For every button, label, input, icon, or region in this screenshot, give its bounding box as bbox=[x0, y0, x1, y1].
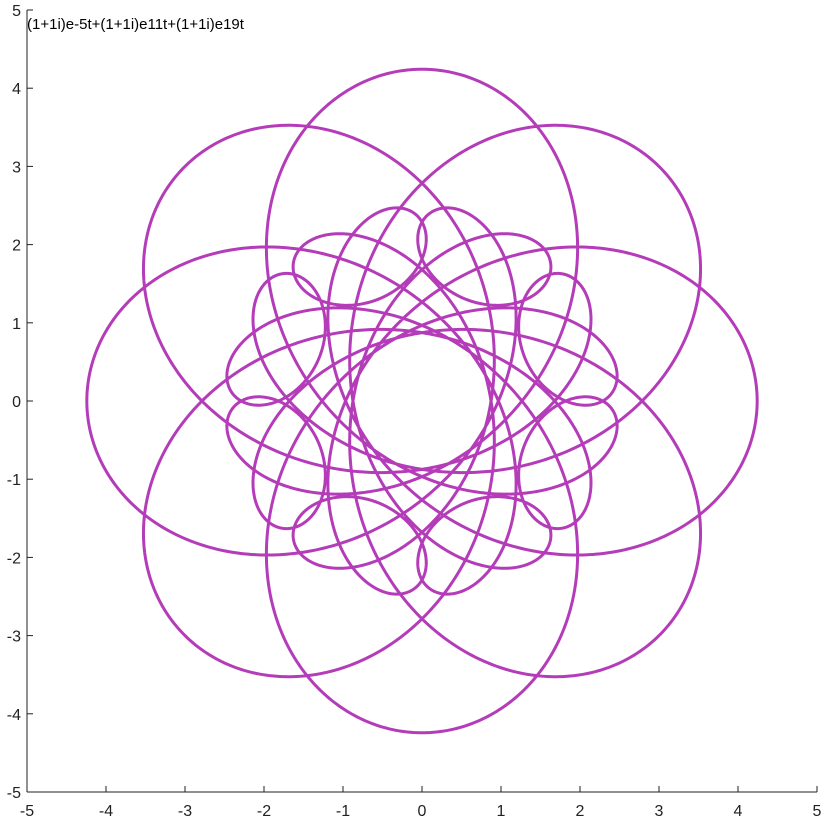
y-tick-label: -4 bbox=[7, 707, 21, 724]
y-tick-label: 5 bbox=[12, 3, 21, 20]
y-tick-label: -5 bbox=[7, 785, 21, 802]
x-tick-label: 5 bbox=[813, 803, 822, 820]
series-line-0 bbox=[85, 67, 759, 735]
x-tick-label: 4 bbox=[734, 803, 743, 820]
y-tick-label: 0 bbox=[12, 394, 21, 411]
chart-title: (1+1i)e-5t+(1+1i)e11t+(1+1i)e19t bbox=[27, 16, 244, 33]
y-tick-label: 4 bbox=[12, 81, 21, 98]
x-tick-label: -1 bbox=[336, 803, 350, 820]
y-tick-label: -2 bbox=[7, 550, 21, 567]
y-tick-label: -3 bbox=[7, 629, 21, 646]
y-tick-label: 3 bbox=[12, 159, 21, 176]
x-tick-label: 0 bbox=[418, 803, 427, 820]
x-tick-label: -2 bbox=[257, 803, 271, 820]
x-tick-label: 2 bbox=[576, 803, 585, 820]
x-tick-label: -3 bbox=[178, 803, 192, 820]
x-tick-label: -4 bbox=[99, 803, 113, 820]
x-tick-label: 1 bbox=[497, 803, 506, 820]
y-tick-label: 1 bbox=[12, 316, 21, 333]
x-tick-label: 3 bbox=[655, 803, 664, 820]
y-tick-label: 2 bbox=[12, 238, 21, 255]
x-tick-label: -5 bbox=[20, 803, 34, 820]
y-tick-label: -1 bbox=[7, 472, 21, 489]
